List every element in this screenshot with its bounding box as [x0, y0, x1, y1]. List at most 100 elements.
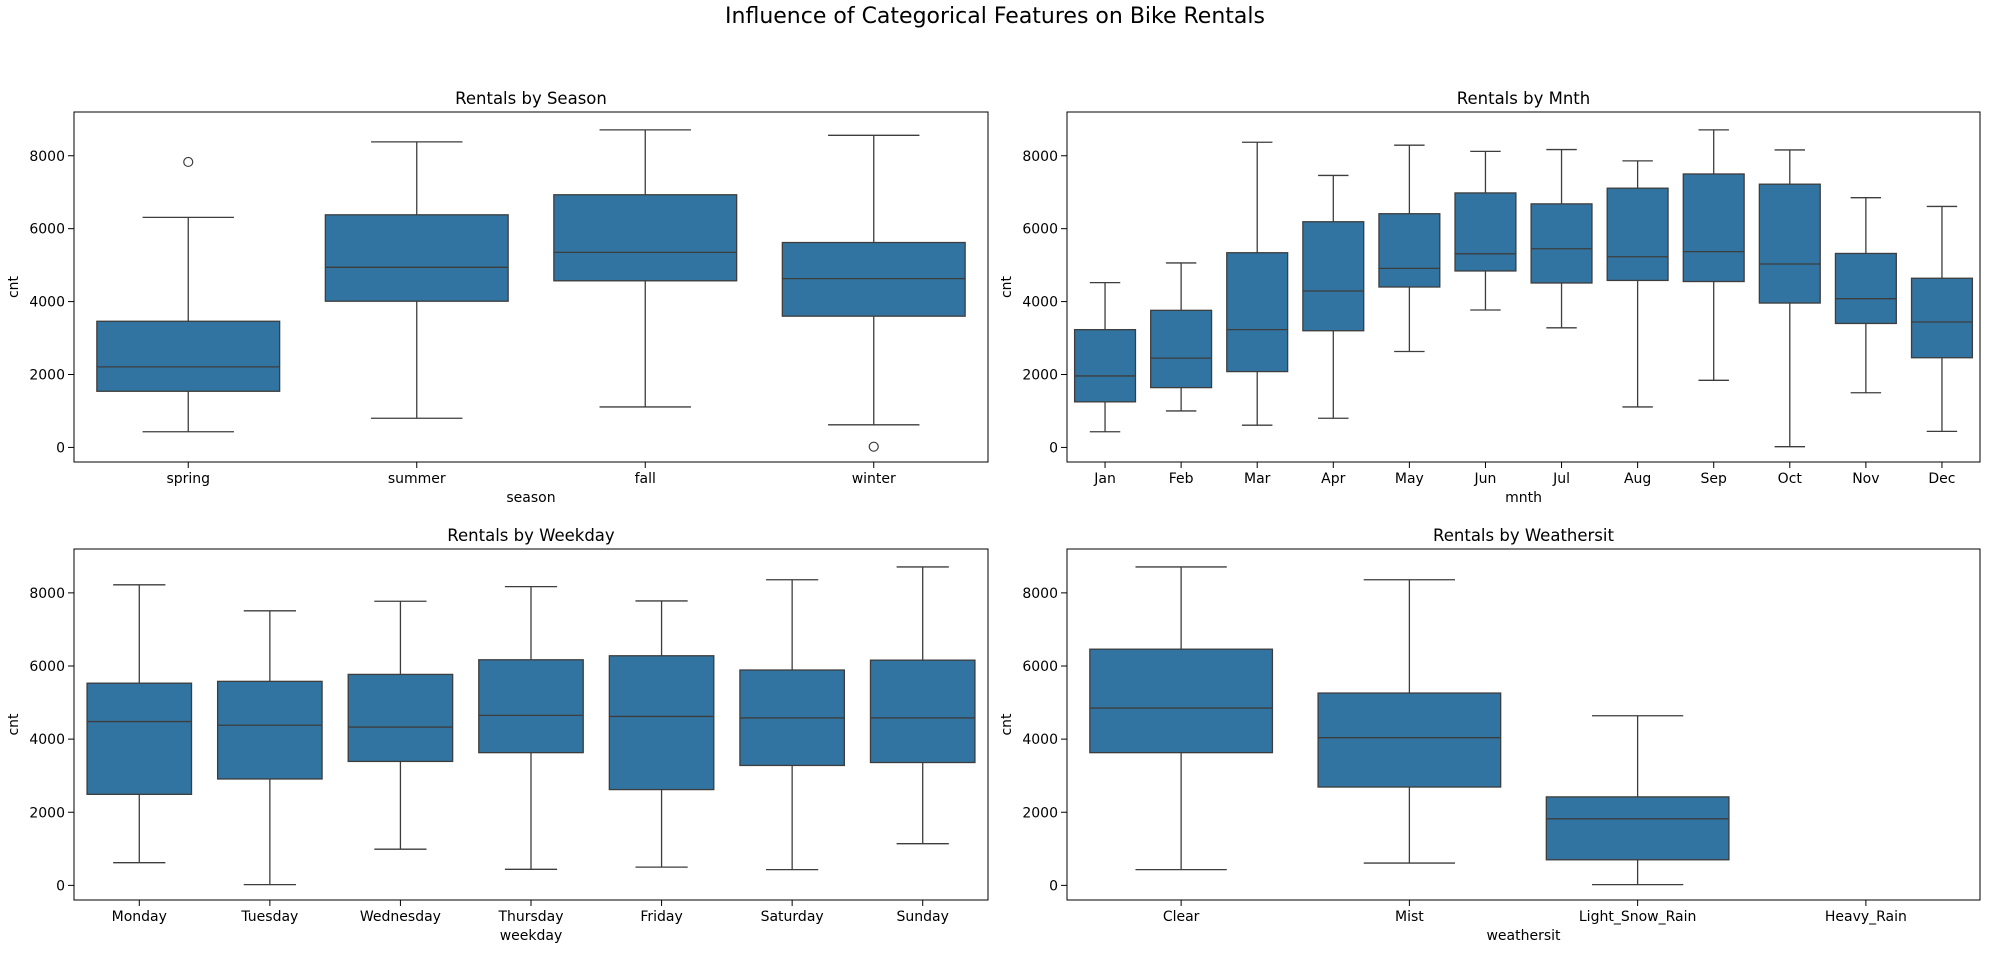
iqr-box [553, 194, 738, 282]
panel-season-title: Rentals by Season [455, 89, 607, 108]
panel-mnth-box-oct [1758, 149, 1821, 448]
panel-mnth-box-apr [1302, 174, 1365, 419]
panel-mnth-box-dec [1910, 205, 1974, 433]
panel-weekday-xtick-wednesday: Wednesday [360, 909, 441, 925]
panel-weekday-xtick-monday: Monday [112, 909, 167, 925]
iqr-box [1454, 192, 1517, 272]
panel-season-ytick-label: 0 [56, 440, 65, 456]
iqr-box [1758, 183, 1821, 304]
panel-weekday-xtick-tuesday: Tuesday [240, 909, 298, 925]
panel-season-box-fall [553, 129, 738, 408]
panel-mnth-xtick-apr: Apr [1321, 471, 1345, 487]
panel-mnth-xtick-mar: Mar [1244, 471, 1271, 487]
panel-weathersit-box-mist [1317, 579, 1502, 864]
panel-mnth-xtick-nov: Nov [1852, 471, 1879, 487]
iqr-box [1073, 329, 1137, 403]
panel-season-ytick-label: 6000 [29, 222, 65, 238]
panel-mnth-ytick-label: 0 [1049, 440, 1058, 456]
panel-weekday-xtick-thursday: Thursday [497, 909, 563, 925]
panel-weekday-ylabel: cnt [6, 713, 22, 736]
panel-mnth-xtick-jul: Jul [1552, 471, 1570, 487]
iqr-box [1530, 203, 1593, 284]
panel-weekday-box-monday [86, 584, 193, 864]
panel-weekday-xlabel: weekday [500, 928, 563, 944]
panel-mnth-xtick-aug: Aug [1624, 471, 1651, 487]
panel-weekday-title: Rentals by Weekday [447, 526, 615, 545]
iqr-box [781, 241, 966, 317]
iqr-box [1317, 692, 1502, 788]
panel-mnth-box-may [1378, 144, 1441, 353]
panel-mnth-xlabel: mnth [1505, 490, 1542, 506]
outlier-point [183, 156, 194, 168]
panel-weathersit-ytick-label: 6000 [1022, 659, 1058, 675]
panel-weathersit-xtick-light-snow-rain: Light_Snow_Rain [1579, 909, 1696, 925]
panel-weekday-xtick-sunday: Sunday [897, 909, 949, 925]
iqr-box [1302, 221, 1365, 332]
iqr-box [478, 659, 584, 754]
panel-weekday-ytick-label: 4000 [29, 732, 65, 748]
panel-weathersit-xtick-clear: Clear [1163, 909, 1200, 925]
panel-mnth-box-jul [1530, 148, 1593, 329]
panel-weathersit-box-clear [1089, 566, 1274, 871]
outlier-point [868, 441, 879, 452]
iqr-box [96, 320, 281, 392]
panel-weathersit-xlabel: weathersit [1486, 928, 1561, 944]
panel-weekday-box-wednesday [347, 600, 454, 850]
panel-weathersit: Rentals by Weathersit 0 2000 4000 6000 8000 cn… [999, 526, 1981, 944]
panel-weekday-box-saturday [739, 579, 846, 871]
iqr-box [1606, 187, 1669, 282]
panel-mnth-box-mar [1226, 141, 1289, 426]
panel-weathersit-title: Rentals by Weathersit [1433, 526, 1614, 545]
panel-weekday-xtick-friday: Friday [640, 909, 682, 925]
iqr-box [1226, 252, 1289, 373]
iqr-box [1378, 213, 1441, 288]
panel-mnth-box-sep [1682, 129, 1745, 381]
panel-season-box-spring [96, 156, 281, 433]
panel-season-ytick-label: 8000 [29, 149, 65, 165]
panel-season-box-summer [324, 141, 509, 419]
panel-weekday-xtick-saturday: Saturday [761, 909, 824, 925]
figure-title: Influence of Categorical Features on Bik… [725, 4, 1265, 29]
iqr-box [1545, 796, 1730, 861]
panel-mnth-ytick-label: 8000 [1022, 149, 1058, 165]
panel-weekday-box-friday [608, 600, 715, 868]
iqr-box [1089, 648, 1274, 754]
panel-weekday-box-tuesday [216, 610, 323, 886]
panel-season-xtick-spring: spring [166, 471, 210, 487]
iqr-box [1834, 252, 1897, 325]
iqr-box [324, 214, 509, 302]
panel-mnth-box-feb [1150, 262, 1213, 412]
panel-season-xtick-winter: winter [852, 471, 896, 487]
panel-weathersit-ytick-label: 0 [1049, 878, 1058, 894]
panel-mnth-ytick-label: 4000 [1022, 295, 1058, 311]
panel-mnth-title: Rentals by Mnth [1457, 89, 1590, 108]
panel-mnth-ylabel: cnt [999, 275, 1015, 298]
iqr-box [347, 673, 454, 763]
panel-weekday-box-thursday [478, 586, 584, 870]
panel-mnth: Rentals by Mnth 0 2000 4000 6000 8000 cnt Jan Fe… [999, 89, 1981, 506]
panel-season: Rentals by Season 0 2000 4000 6000 8000 cnt spr… [6, 89, 989, 506]
panel-mnth-xtick-may: May [1395, 471, 1424, 487]
panel-weathersit-xtick-heavy-rain: Heavy_Rain [1825, 909, 1907, 925]
panel-mnth-ytick-label: 6000 [1022, 222, 1058, 238]
panel-mnth-xtick-dec: Dec [1928, 471, 1955, 487]
panel-weathersit-frame [1066, 548, 1981, 901]
panel-weathersit-box-light-snow-rain [1545, 715, 1730, 886]
panel-weekday-box-sunday [869, 566, 976, 845]
panel-mnth-ytick-label: 2000 [1022, 368, 1058, 384]
panel-mnth-xtick-sep: Sep [1701, 471, 1728, 487]
panel-weathersit-ylabel: cnt [999, 713, 1015, 736]
panel-season-ylabel: cnt [6, 275, 22, 298]
panel-mnth-box-jan [1073, 281, 1137, 433]
panel-weathersit-ytick-label: 4000 [1022, 732, 1058, 748]
panel-weekday-ytick-label: 0 [56, 878, 65, 894]
panel-season-ytick-label: 4000 [29, 295, 65, 311]
panel-mnth-xtick-jun: Jun [1474, 471, 1497, 487]
panel-mnth-box-aug [1606, 160, 1669, 408]
panel-weekday-ytick-label: 6000 [29, 659, 65, 675]
panel-weekday-frame [73, 548, 989, 901]
iqr-box [1682, 173, 1745, 283]
iqr-box [86, 682, 193, 795]
panel-mnth-xtick-oct: Oct [1778, 471, 1803, 487]
